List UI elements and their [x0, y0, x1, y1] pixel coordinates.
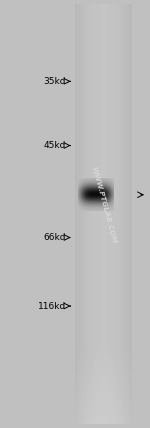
Text: WWW.PTGLAB.COM: WWW.PTGLAB.COM [90, 166, 117, 245]
Text: 66kd: 66kd [44, 233, 66, 242]
Text: 35kd: 35kd [44, 77, 66, 86]
Text: 45kd: 45kd [44, 141, 66, 150]
Text: 116kd: 116kd [38, 301, 66, 311]
